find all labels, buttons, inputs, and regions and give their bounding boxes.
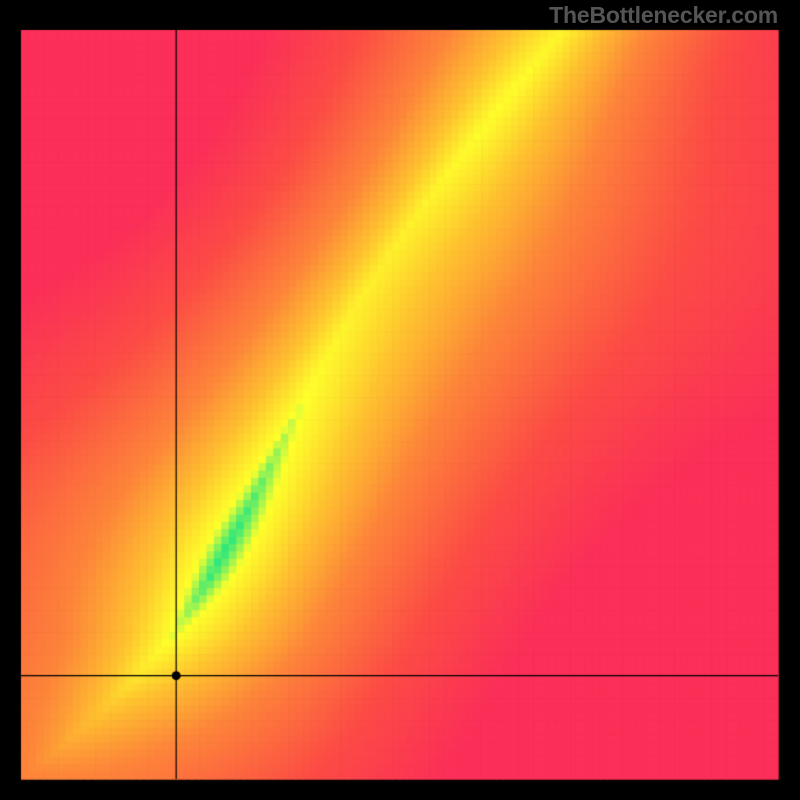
watermark-text: TheBottlenecker.com — [549, 2, 778, 29]
heatmap-canvas — [0, 0, 800, 800]
chart-container: TheBottlenecker.com — [0, 0, 800, 800]
